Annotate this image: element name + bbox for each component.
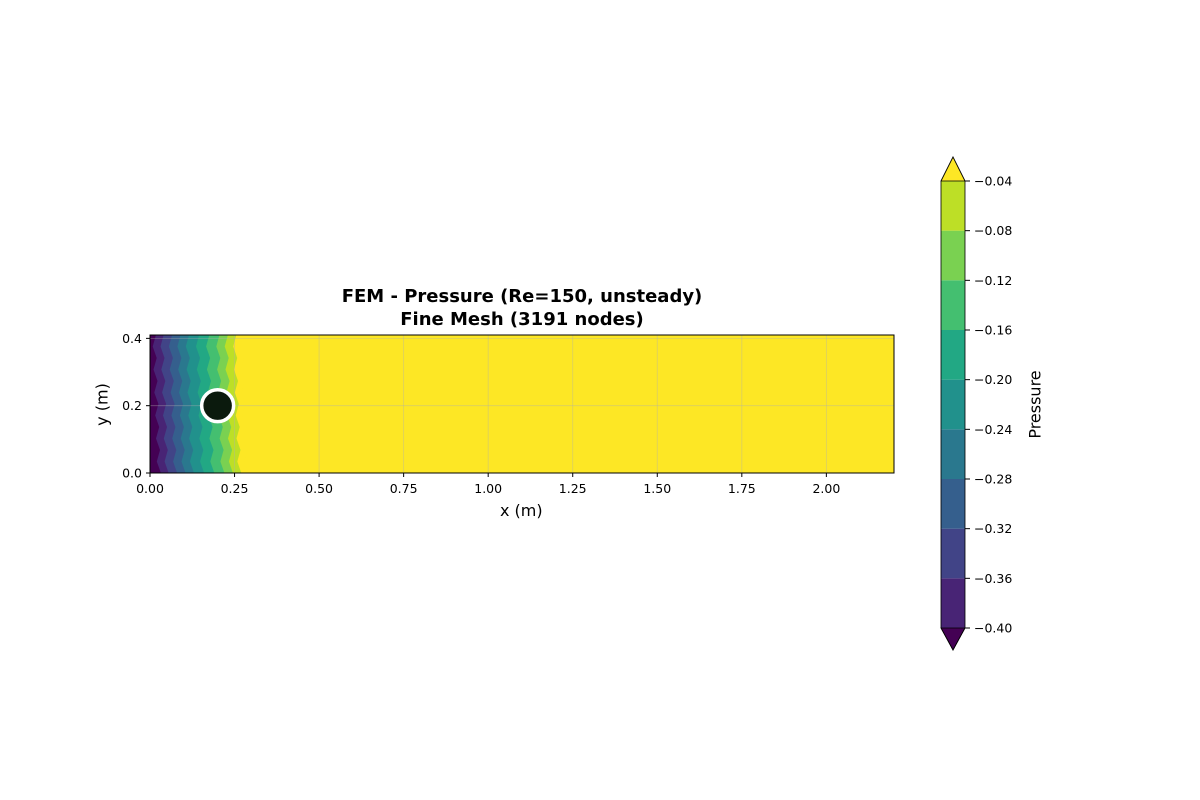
x-tick-label-5: 1.25 (559, 481, 587, 496)
y-axis-label: y (m) (92, 383, 112, 426)
colorbar-band-1 (941, 528, 965, 579)
colorbar-tick-label-6: −0.16 (974, 323, 1012, 338)
contour-band-0 (150, 335, 161, 473)
x-axis-label: x (m) (500, 501, 543, 520)
colorbar-tick-label-8: −0.08 (974, 223, 1012, 238)
chart-title-line-1: FEM - Pressure (Re=150, unsteady) (341, 286, 703, 307)
colorbar-label: Pressure (1025, 370, 1045, 439)
colorbar-tick-label-1: −0.36 (974, 571, 1012, 586)
x-tick-label-1: 0.25 (221, 481, 249, 496)
colorbar-band-5 (941, 330, 965, 380)
colorbar-band-2 (941, 479, 965, 529)
colorbar-band-4 (941, 379, 965, 430)
plot-frame (149, 334, 895, 474)
colorbar-band-0 (941, 578, 965, 628)
x-tick-label-7: 1.75 (728, 481, 756, 496)
colorbar-band-7 (941, 230, 965, 281)
colorbar-tick-label-0: −0.40 (974, 621, 1012, 636)
colorbar-tick-label-3: −0.28 (974, 472, 1012, 487)
chart-title-line-2: Fine Mesh (3191 nodes) (400, 309, 644, 330)
colorbar-tick-label-4: −0.24 (974, 422, 1012, 437)
x-tick-label-8: 2.00 (812, 481, 840, 496)
colorbar-tick-label-7: −0.12 (974, 273, 1012, 288)
x-tick-label-3: 0.75 (390, 481, 418, 496)
colorbar-extend-bottom (940, 627, 966, 651)
colorbar-tick-label-2: −0.32 (974, 521, 1012, 536)
colorbar-band-3 (941, 429, 965, 479)
y-tick-label-0: 0.0 (122, 466, 142, 481)
colorbar-tick-label-5: −0.20 (974, 372, 1012, 387)
x-tick-label-2: 0.50 (305, 481, 333, 496)
x-tick-label-6: 1.50 (643, 481, 671, 496)
x-tick-label-0: 0.00 (136, 481, 164, 496)
colorbar-extend-top (940, 156, 966, 182)
cylinder-obstacle (199, 387, 236, 424)
y-tick-label-2: 0.4 (122, 331, 142, 346)
colorbar-band-6 (941, 280, 965, 330)
y-tick-label-1: 0.2 (122, 398, 142, 413)
x-tick-label-4: 1.00 (474, 481, 502, 496)
colorbar-band-8 (941, 181, 965, 231)
colorbar-tick-label-9: −0.04 (974, 174, 1012, 189)
contour-background (150, 335, 894, 473)
